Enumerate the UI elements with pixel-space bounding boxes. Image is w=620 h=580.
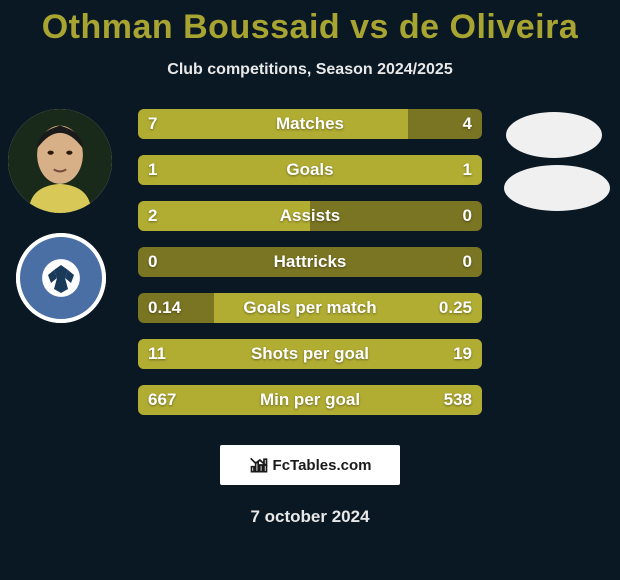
stat-label: Matches	[138, 109, 482, 139]
comparison-area: 7 4 Matches 1 1 Goals 2 0 Assists 0 0 Ha…	[0, 109, 620, 429]
player-left-avatar	[8, 109, 112, 213]
page-title: Othman Boussaid vs de Oliveira	[0, 0, 620, 47]
brand-text: FcTables.com	[273, 457, 372, 474]
stat-row: 2 0 Assists	[138, 201, 482, 231]
stat-label: Min per goal	[138, 385, 482, 415]
date-text: 7 october 2024	[0, 507, 620, 527]
stat-label: Assists	[138, 201, 482, 231]
club-right-crest	[504, 165, 610, 211]
soccer-ball-icon	[36, 253, 86, 303]
stat-row: 667 538 Min per goal	[138, 385, 482, 415]
chart-icon	[249, 455, 269, 475]
stat-row: 0 0 Hattricks	[138, 247, 482, 277]
stat-row: 0.14 0.25 Goals per match	[138, 293, 482, 323]
face-icon	[8, 109, 112, 213]
stat-rows: 7 4 Matches 1 1 Goals 2 0 Assists 0 0 Ha…	[138, 109, 482, 431]
stat-row: 7 4 Matches	[138, 109, 482, 139]
stat-label: Hattricks	[138, 247, 482, 277]
brand-logo: FcTables.com	[220, 445, 400, 485]
stat-label: Shots per goal	[138, 339, 482, 369]
stat-row: 11 19 Shots per goal	[138, 339, 482, 369]
club-left-crest	[16, 233, 106, 323]
subtitle: Club competitions, Season 2024/2025	[0, 61, 620, 79]
stat-row: 1 1 Goals	[138, 155, 482, 185]
player-right-avatar	[506, 112, 602, 158]
stat-label: Goals	[138, 155, 482, 185]
stat-label: Goals per match	[138, 293, 482, 323]
